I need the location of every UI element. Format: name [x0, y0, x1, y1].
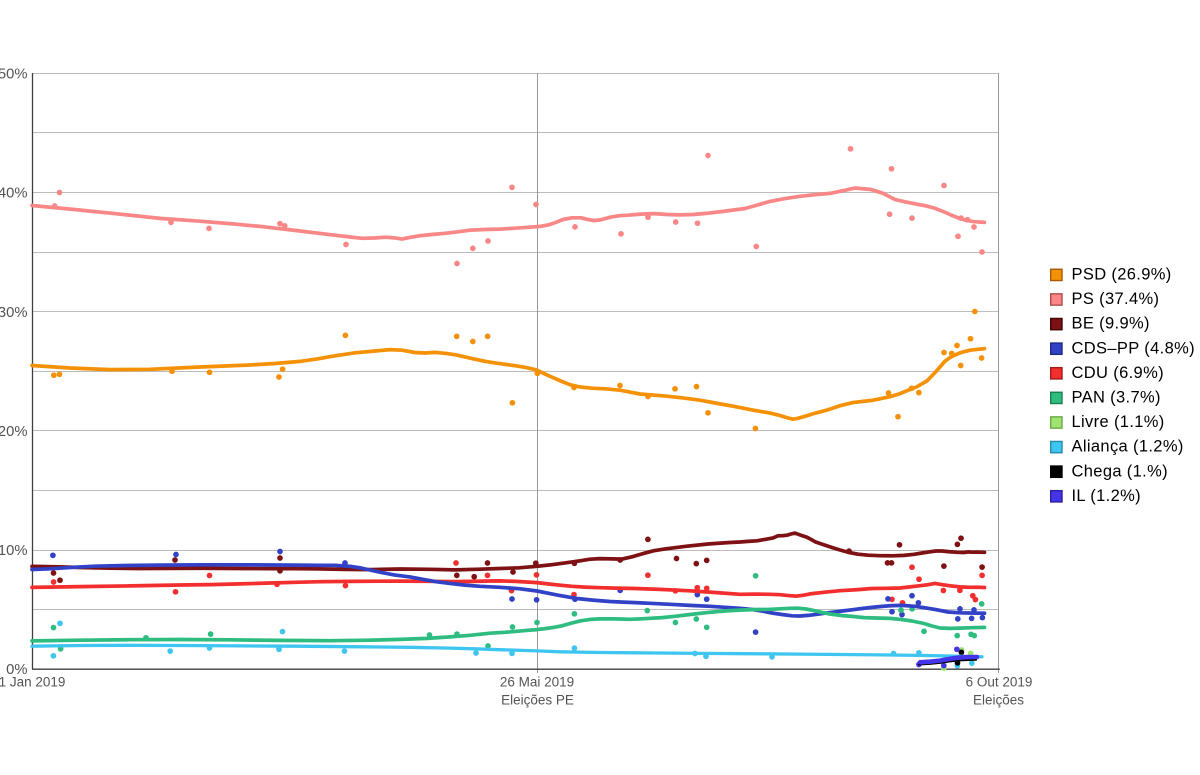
svg-text:IL (1.2%): IL (1.2%)	[1072, 487, 1141, 505]
svg-text:30%: 30%	[0, 305, 28, 321]
svg-text:PS (37.4%): PS (37.4%)	[1072, 290, 1160, 308]
svg-text:Chega (1.%): Chega (1.%)	[1072, 462, 1168, 480]
svg-text:26 Mai 2019: 26 Mai 2019	[500, 675, 574, 690]
svg-text:10%: 10%	[0, 543, 28, 559]
svg-text:6 Out 2019: 6 Out 2019	[966, 675, 1033, 690]
svg-text:BE (9.9%): BE (9.9%)	[1072, 315, 1150, 333]
svg-text:20%: 20%	[0, 424, 28, 440]
svg-text:CDS–PP (4.8%): CDS–PP (4.8%)	[1072, 339, 1195, 357]
svg-text:1 Jan 2019: 1 Jan 2019	[0, 675, 65, 690]
svg-text:40%: 40%	[0, 186, 28, 202]
svg-text:Livre (1.1%): Livre (1.1%)	[1072, 413, 1165, 431]
svg-text:PSD (26.9%): PSD (26.9%)	[1072, 266, 1172, 284]
svg-text:PAN (3.7%): PAN (3.7%)	[1072, 389, 1161, 407]
svg-text:Eleições PE: Eleições PE	[501, 692, 574, 707]
svg-text:50%: 50%	[0, 67, 28, 83]
svg-text:CDU (6.9%): CDU (6.9%)	[1072, 364, 1164, 382]
svg-text:Eleições: Eleições	[973, 692, 1024, 707]
svg-text:Aliança (1.2%): Aliança (1.2%)	[1072, 438, 1184, 456]
svg-text:0%: 0%	[6, 662, 27, 678]
